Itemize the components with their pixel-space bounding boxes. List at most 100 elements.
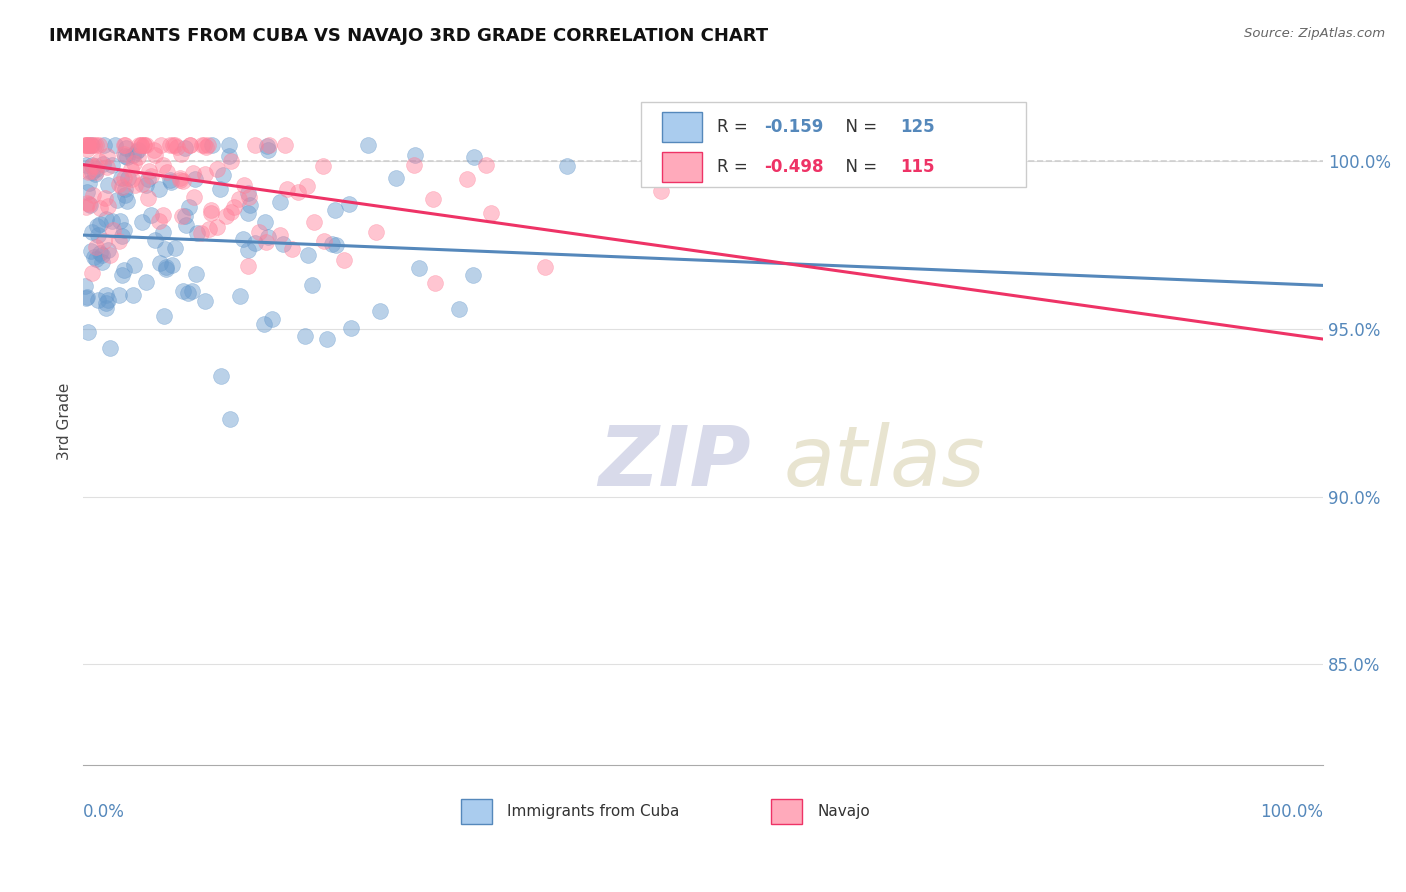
Point [205, 161, 228, 176]
Point [112, 263, 135, 277]
Point [257, 137, 280, 152]
Point [404, 148, 426, 162]
Point [236, 206, 259, 220]
Point [177, 200, 200, 214]
Point [105, 194, 128, 208]
Point [205, 219, 228, 234]
Point [155, 260, 177, 275]
Point [186, 227, 208, 241]
Point [256, 143, 278, 157]
Point [238, 190, 260, 204]
Point [169, 172, 191, 186]
Point [408, 261, 430, 276]
Point [404, 158, 426, 172]
Point [186, 267, 208, 281]
Point [96, 199, 118, 213]
Point [132, 137, 155, 152]
Point [219, 205, 242, 219]
Point [197, 137, 219, 152]
Point [77, 197, 100, 211]
Point [256, 139, 278, 153]
Point [340, 321, 363, 335]
Point [82, 266, 104, 280]
Point [253, 317, 276, 331]
Point [89, 202, 111, 216]
Point [219, 412, 242, 426]
Point [134, 137, 156, 152]
Point [111, 179, 134, 194]
Point [82, 159, 104, 173]
Point [170, 147, 193, 161]
Point [312, 159, 335, 173]
Point [79, 244, 101, 259]
Point [104, 137, 127, 152]
Point [97, 293, 120, 307]
Point [111, 229, 134, 244]
Point [135, 275, 157, 289]
Point [142, 143, 165, 157]
Bar [772, 799, 803, 823]
Point [287, 185, 309, 199]
Point [91, 157, 114, 171]
Point [86, 165, 108, 179]
Point [229, 289, 252, 303]
Point [79, 198, 101, 212]
Point [174, 209, 197, 223]
Point [107, 178, 129, 192]
Point [183, 190, 205, 204]
Text: R =: R = [717, 118, 752, 136]
Point [143, 147, 166, 161]
Point [80, 158, 103, 172]
Text: -0.498: -0.498 [763, 158, 824, 176]
Point [159, 175, 181, 189]
Text: 115: 115 [900, 158, 935, 176]
Point [124, 178, 146, 192]
Text: IMMIGRANTS FROM CUBA VS NAVAJO 3RD GRADE CORRELATION CHART: IMMIGRANTS FROM CUBA VS NAVAJO 3RD GRADE… [49, 27, 768, 45]
Point [312, 234, 335, 248]
Point [87, 228, 110, 243]
Point [260, 311, 283, 326]
Point [76, 290, 98, 304]
Point [165, 241, 187, 255]
Point [84, 240, 107, 254]
Point [368, 304, 391, 318]
Point [321, 236, 343, 251]
Point [239, 197, 262, 211]
Point [425, 277, 447, 291]
Point [304, 215, 326, 229]
Point [79, 137, 101, 152]
Point [294, 329, 316, 343]
Point [115, 150, 138, 164]
Point [232, 232, 254, 246]
Point [82, 187, 104, 202]
Point [96, 160, 118, 174]
Point [76, 142, 98, 156]
Text: 0.0%: 0.0% [83, 803, 125, 821]
Point [103, 223, 125, 237]
Text: N =: N = [835, 118, 882, 136]
Point [172, 209, 194, 223]
Point [117, 171, 139, 186]
Point [297, 178, 319, 193]
Point [174, 141, 197, 155]
Point [162, 137, 184, 152]
Point [218, 149, 240, 163]
Bar [461, 799, 492, 823]
Point [77, 138, 100, 153]
Point [475, 158, 498, 172]
Point [135, 137, 157, 152]
Point [76, 200, 98, 214]
Point [86, 219, 108, 233]
Point [479, 206, 502, 220]
Point [77, 164, 100, 178]
Point [281, 243, 304, 257]
Point [181, 166, 204, 180]
Point [87, 153, 110, 168]
Point [156, 165, 179, 179]
Point [650, 184, 672, 198]
Point [256, 230, 278, 244]
Point [107, 287, 129, 301]
Point [122, 259, 145, 273]
Point [461, 268, 484, 282]
Point [236, 243, 259, 257]
